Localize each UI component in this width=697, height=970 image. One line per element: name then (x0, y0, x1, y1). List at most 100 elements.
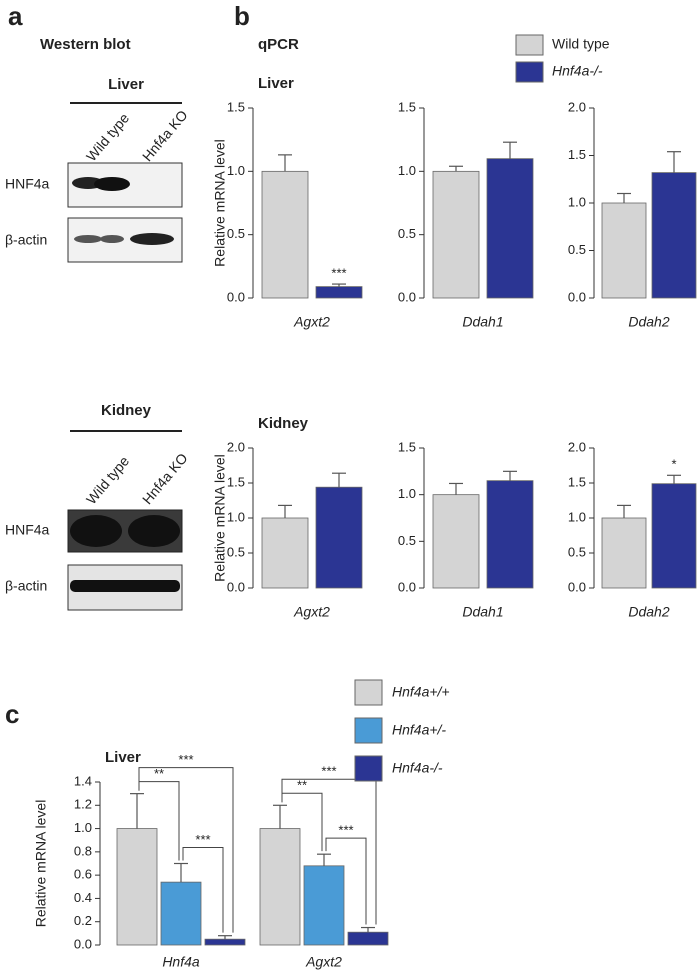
legend-label: Hnf4a-/- (392, 760, 443, 776)
y-tick-label: 1.5 (398, 99, 416, 114)
bracket-label: *** (195, 832, 210, 847)
y-tick-label: 1.4 (74, 773, 92, 788)
y-tick-label: 1.0 (568, 194, 586, 209)
x-tick-label: Agxt2 (305, 954, 342, 970)
legend-swatch (515, 34, 544, 56)
bar (315, 286, 363, 299)
panel-letter: a (8, 1, 23, 31)
bar (259, 828, 301, 946)
bar (116, 828, 158, 946)
legend-swatch (354, 717, 383, 744)
bracket-label: *** (178, 752, 193, 767)
bracket-label: *** (338, 823, 353, 838)
legend-label: Hnf4a+/- (392, 722, 446, 738)
blot-title: Western blot (40, 36, 131, 53)
legend-label: Wild type (552, 36, 610, 52)
y-tick-label: 0.8 (74, 843, 92, 858)
y-tick-label: 0.0 (227, 289, 245, 304)
x-tick-label: Ddah1 (462, 314, 503, 330)
y-tick-label: 1.0 (74, 820, 92, 835)
row-label: β-actin (5, 232, 47, 248)
row-label: β-actin (5, 578, 47, 594)
bar (347, 931, 389, 946)
bar (486, 480, 534, 589)
y-tick-label: 0.2 (74, 913, 92, 928)
legend-label: Hnf4a-/- (552, 63, 603, 79)
significance: *** (331, 266, 346, 281)
y-tick-label: 1.5 (568, 474, 586, 489)
y-tick-label: 2.0 (568, 99, 586, 114)
band (100, 235, 124, 243)
x-tick-label: Ddah1 (462, 604, 503, 620)
bracket (182, 847, 224, 933)
significance: * (671, 457, 676, 472)
bar (432, 494, 480, 589)
y-tick-label: 0.5 (568, 544, 586, 559)
y-tick-label: 1.0 (227, 509, 245, 524)
y-tick-label: 0.0 (398, 289, 416, 304)
row-label: HNF4a (5, 176, 50, 192)
y-tick-label: 0.5 (227, 544, 245, 559)
lane-label: Hnf4a KO (139, 107, 191, 164)
y-tick-label: 0.5 (398, 226, 416, 241)
y-tick-label: 0.0 (568, 579, 586, 594)
y-tick-label: 0.5 (398, 533, 416, 548)
bar (160, 881, 202, 946)
band (128, 515, 180, 547)
y-tick-label: 1.0 (398, 163, 416, 178)
legend-swatch (515, 61, 544, 83)
bar (204, 938, 246, 946)
bar (261, 517, 309, 589)
x-tick-label: Ddah2 (628, 604, 669, 620)
y-tick-label: 1.2 (74, 797, 92, 812)
chart-title: Liver (258, 75, 294, 92)
bracket (281, 778, 377, 925)
y-tick-label: 1.5 (227, 99, 245, 114)
tissue-title: Liver (108, 76, 144, 93)
chart-title: Kidney (258, 415, 309, 432)
band (130, 233, 174, 245)
x-tick-label: Ddah2 (628, 314, 669, 330)
bracket-label: *** (321, 764, 336, 779)
bar (651, 483, 697, 589)
lane-label: Hnf4a KO (139, 450, 191, 507)
legend-swatch (354, 755, 383, 782)
y-tick-label: 0.4 (74, 890, 92, 905)
y-tick-label: 0.6 (74, 867, 92, 882)
x-tick-label: Agxt2 (293, 604, 330, 620)
tissue-title: Kidney (101, 402, 152, 419)
y-axis-label: Relative mRNA level (212, 454, 228, 582)
y-tick-label: 0.0 (568, 289, 586, 304)
y-tick-label: 1.5 (227, 474, 245, 489)
bracket (138, 767, 234, 933)
y-tick-label: 2.0 (227, 439, 245, 454)
x-tick-label: Hnf4a (162, 954, 200, 970)
x-tick-label: Agxt2 (293, 314, 330, 330)
panel-letter: b (234, 1, 250, 31)
y-tick-label: 1.0 (398, 486, 416, 501)
band (70, 515, 122, 547)
bar (601, 202, 647, 299)
y-tick-label: 0.5 (568, 242, 586, 257)
row-label: HNF4a (5, 522, 50, 538)
y-axis-label: Relative mRNA level (33, 800, 49, 928)
y-axis-label: Relative mRNA level (212, 139, 228, 267)
band (70, 580, 180, 592)
chart-title: Liver (105, 749, 141, 766)
y-tick-label: 1.5 (398, 439, 416, 454)
lane-label: Wild type (83, 110, 132, 165)
bar (432, 170, 480, 299)
band (94, 177, 130, 191)
bar (303, 865, 345, 946)
y-tick-label: 1.0 (227, 163, 245, 178)
y-tick-label: 0.0 (227, 579, 245, 594)
bar (315, 486, 363, 589)
panel-letter: c (5, 699, 19, 729)
bar (651, 172, 697, 299)
bar (601, 517, 647, 589)
y-tick-label: 0.0 (398, 579, 416, 594)
band (74, 235, 102, 243)
y-tick-label: 0.0 (74, 936, 92, 951)
bracket-label: ** (154, 766, 164, 781)
